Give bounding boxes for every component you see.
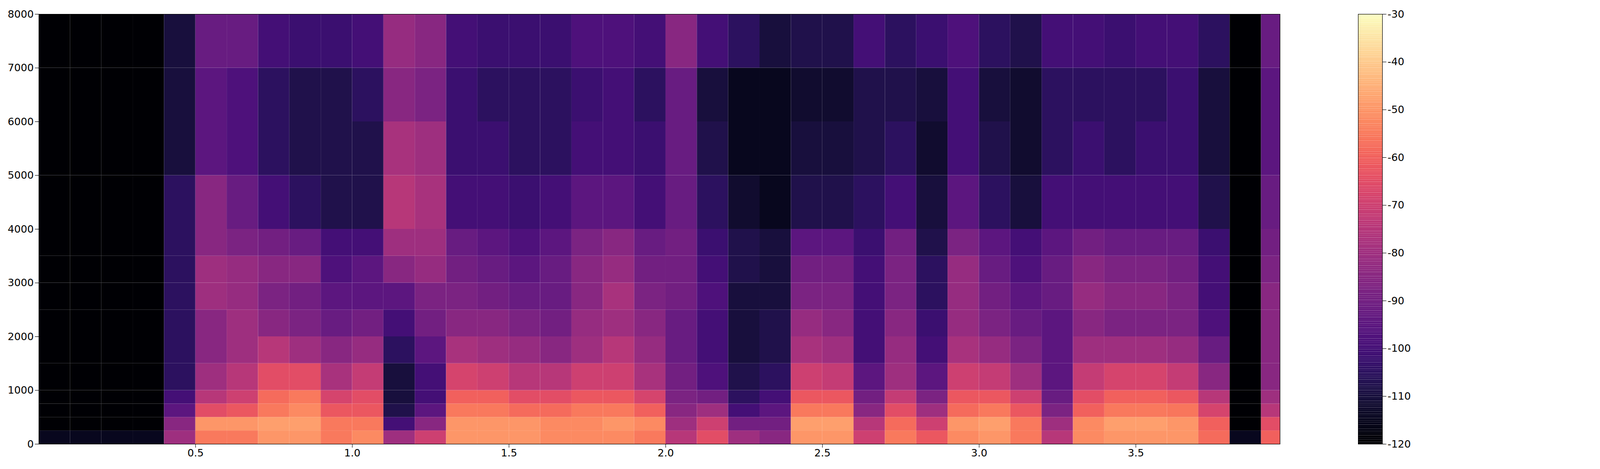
svg-text:1.0: 1.0: [343, 447, 361, 459]
svg-text:0.5: 0.5: [187, 447, 204, 459]
svg-text:-70: -70: [1387, 199, 1405, 211]
svg-text:5000: 5000: [7, 169, 34, 182]
svg-text:3.5: 3.5: [1127, 447, 1144, 459]
svg-text:6000: 6000: [7, 115, 34, 128]
svg-text:2.5: 2.5: [814, 447, 831, 459]
svg-text:7000: 7000: [7, 61, 34, 74]
svg-text:-110: -110: [1387, 390, 1412, 403]
svg-text:-80: -80: [1387, 247, 1405, 259]
svg-text:3000: 3000: [7, 276, 34, 289]
svg-text:8000: 8000: [7, 8, 34, 21]
svg-text:-50: -50: [1387, 103, 1405, 116]
svg-text:-40: -40: [1387, 55, 1405, 68]
svg-text:0: 0: [27, 438, 34, 451]
svg-text:4000: 4000: [7, 223, 34, 236]
svg-text:-120: -120: [1387, 438, 1412, 451]
svg-text:-60: -60: [1387, 151, 1405, 164]
svg-text:-90: -90: [1387, 295, 1405, 307]
svg-text:2.0: 2.0: [657, 447, 674, 459]
svg-text:-30: -30: [1387, 8, 1405, 21]
svg-text:1.5: 1.5: [500, 447, 518, 459]
svg-text:1000: 1000: [7, 384, 34, 397]
svg-text:-100: -100: [1387, 342, 1412, 355]
svg-text:3.0: 3.0: [970, 447, 988, 459]
svg-text:2000: 2000: [7, 330, 34, 343]
